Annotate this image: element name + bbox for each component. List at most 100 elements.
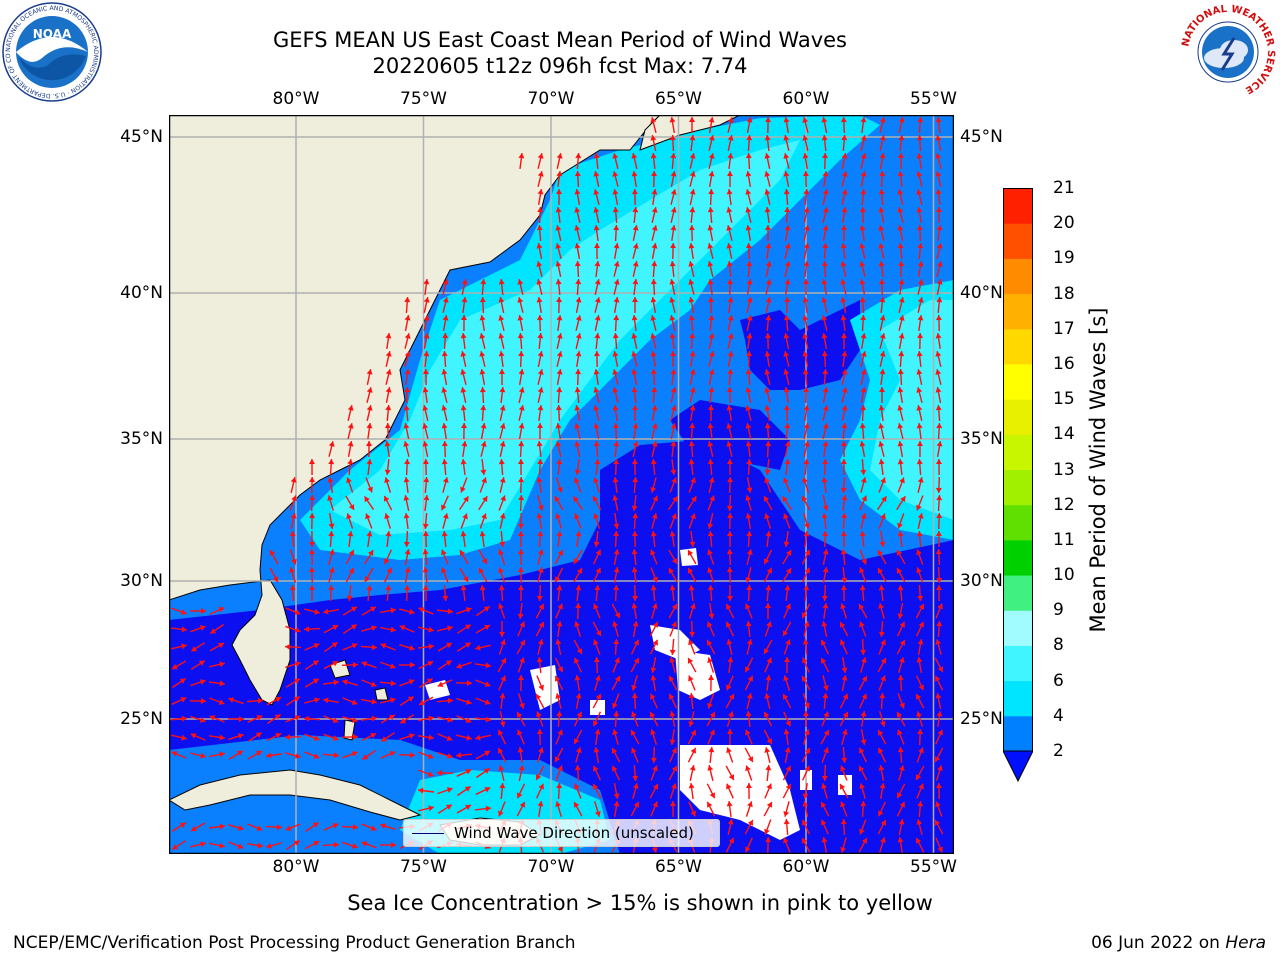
wave-direction-arrowhead [198,660,205,666]
wave-direction-arrowhead [465,804,471,811]
wave-direction-arrowhead [802,333,809,339]
wave-direction-arrowhead [746,639,753,645]
wave-direction-arrowhead [877,568,884,574]
wave-direction-arrowhead [839,783,846,790]
colorbar-tick-label: 14 [1053,424,1075,445]
wave-direction-arrowhead [783,837,789,844]
wave-direction-arrowhead [784,261,791,267]
wave-direction-arrowhead [463,496,469,503]
wave-direction-arrowhead [783,405,790,411]
wave-direction-arrowhead [879,369,886,375]
wave-direction-arrowhead [897,207,904,213]
wave-direction-arrowhead [574,189,581,195]
wave-direction-arrowhead [480,279,487,285]
colorbar-bin [1003,645,1033,682]
wave-direction-arrowhead [726,801,733,807]
wave-direction-arrowhead [937,603,943,610]
wave-direction-arrowhead [460,585,467,591]
wave-direction-arrowhead [631,693,638,699]
wave-direction-arrowhead [803,585,810,591]
wave-direction-arrowhead [538,684,544,691]
wave-direction-arrowhead [557,603,563,610]
wave-direction-arrowhead [764,828,770,835]
wave-direction-arrowhead [632,225,639,231]
wave-direction-arrowhead [219,751,225,758]
wave-direction-arrowhead [690,729,697,736]
wave-direction-arrowhead [613,243,620,249]
wave-direction-arrowhead [536,595,543,601]
wave-direction-arrowhead [576,568,583,574]
wave-direction-arrowhead [784,459,791,465]
wave-direction-arrowhead [422,523,429,529]
wave-direction-arrowhead [483,606,490,612]
wave-direction-arrowhead [404,369,411,375]
wave-direction-arrowhead [859,747,865,754]
wave-direction-arrowhead [917,801,924,807]
wave-direction-arrowhead [821,837,828,843]
wave-direction-arrowhead [650,279,657,285]
wave-direction-arrowhead [785,783,792,790]
wave-direction-arrowhead [460,369,467,375]
wave-direction-arrowhead [880,477,886,484]
wave-direction-arrowhead [860,739,867,745]
wave-direction-arrowhead [519,621,525,628]
wave-direction-arrowhead [308,567,315,573]
wave-direction-arrowhead [916,567,922,574]
wave-direction-arrowhead [498,567,504,574]
wave-direction-arrowhead [423,495,430,501]
wave-direction-arrowhead [536,441,543,447]
wave-direction-arrowhead [555,261,562,267]
wave-direction-arrowhead [612,369,619,375]
wave-direction-arrowhead [896,792,903,799]
wave-direction-arrowhead [441,504,447,511]
wave-direction-arrowhead [859,828,865,835]
wave-direction-arrowhead [764,469,771,475]
wave-direction-arrowhead [381,736,388,742]
wave-direction-arrowhead [475,734,481,741]
wave-direction-arrowhead [632,621,639,627]
wave-direction-arrowhead [427,753,434,759]
wave-direction-arrowhead [399,625,406,631]
wave-direction-arrowhead [802,369,809,375]
wave-direction-arrowhead [917,333,924,339]
wave-direction-arrowhead [878,261,885,267]
wave-direction-arrowhead [822,549,829,555]
wave-direction-arrowhead [456,663,463,669]
wave-direction-arrowhead [707,621,713,628]
wave-direction-arrowhead [766,783,772,790]
wave-direction-arrowhead [689,541,696,547]
wave-direction-arrowhead [499,405,506,411]
wave-direction-arrowhead [896,567,903,574]
wave-direction-arrowhead [689,631,696,637]
wave-direction-arrowhead [380,643,387,649]
wave-direction-arrowhead [631,387,638,393]
wave-direction-arrowhead [765,297,772,303]
wave-direction-arrowhead [479,351,486,357]
wave-direction-arrowhead [574,675,581,681]
colorbar-tick-label: 17 [1053,318,1075,339]
wave-direction-arrowhead [783,135,790,141]
wave-direction-arrowhead [294,609,301,615]
wave-direction-arrowhead [594,675,601,681]
wave-direction-arrowhead [498,459,505,465]
wave-direction-arrowhead [517,531,524,537]
wave-direction-arrowhead [348,567,355,574]
wave-direction-arrowhead [390,680,396,687]
wave-direction-arrowhead [878,585,885,591]
wave-direction-arrowhead [555,279,562,285]
wave-direction-arrowhead [499,693,506,699]
wave-direction-arrowhead [366,531,373,537]
wave-direction-arrowhead [497,747,504,754]
wave-direction-arrowhead [784,441,791,447]
wave-direction-arrowhead [332,735,339,741]
wave-direction-arrowhead [352,824,358,831]
wave-direction-arrowhead [404,459,411,465]
wave-direction-arrowhead [765,225,772,231]
no-data-patch [838,775,852,795]
wave-direction-arrowhead [538,783,544,790]
wave-direction-arrowhead [484,624,490,631]
wave-direction-arrowhead [671,477,677,484]
sea-band-6-8 [330,140,800,535]
wave-direction-arrowhead [899,801,906,808]
wave-direction-arrowhead [860,387,867,393]
